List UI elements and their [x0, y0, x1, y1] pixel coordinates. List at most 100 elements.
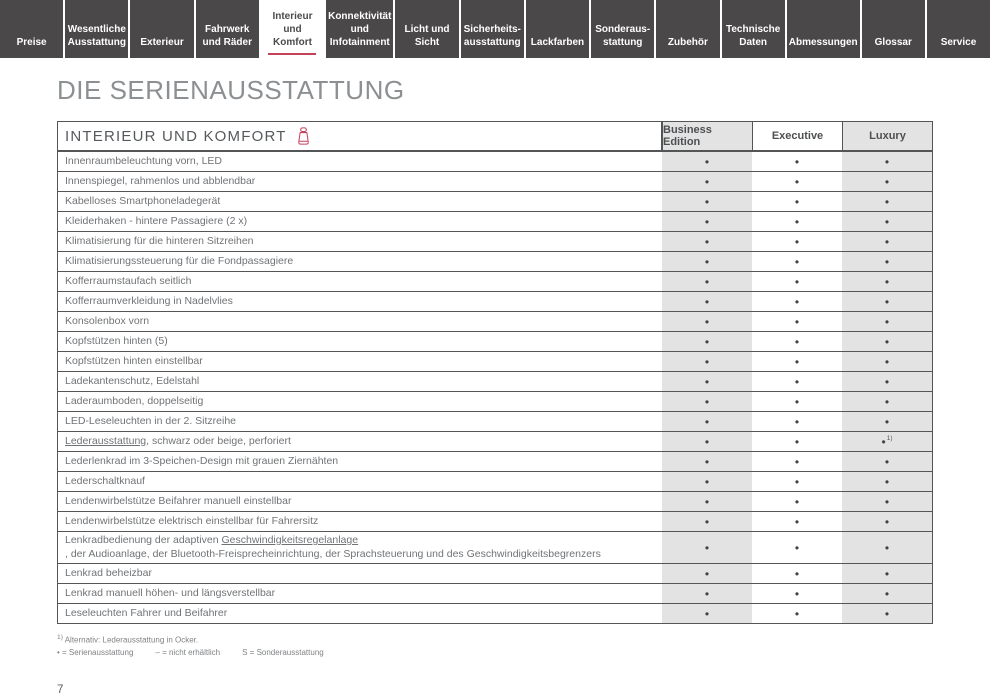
table-row: Kabelloses Smartphoneladegerät • • • — [58, 191, 932, 211]
availability-cell: • — [842, 512, 932, 531]
feature-text: LED-Leseleuchten in der 2. Sitzreihe — [65, 414, 237, 427]
tab-fahrwerk-und-räder[interactable]: Fahrwerk und Räder — [195, 0, 259, 58]
availability-mark: • — [794, 234, 800, 249]
feature-label: Kopfstützen hinten (5) — [58, 332, 662, 351]
feature-text: Innenspiegel, rahmenlos und abblendbar — [65, 174, 256, 187]
availability-cell: • — [842, 212, 932, 231]
availability-mark: • — [704, 334, 710, 349]
tab-service[interactable]: Service — [926, 0, 990, 58]
feature-label: Lendenwirbelstütze elektrisch einstellba… — [58, 512, 662, 531]
availability-mark: • — [884, 354, 890, 369]
feature-text: Lenkrad beheizbar — [65, 566, 152, 579]
availability-mark: • — [794, 606, 800, 621]
tab-zubehör[interactable]: Zubehör — [656, 0, 720, 58]
tab-label: Fahrwerk und Räder — [202, 24, 252, 48]
availability-mark: • — [794, 434, 800, 449]
availability-cell: • — [752, 584, 842, 603]
feature-text: Kleiderhaken - hintere Passagiere (2 x) — [65, 214, 248, 227]
feature-label: Lederschaltknauf — [58, 472, 662, 491]
tab-wesentliche-ausstattung[interactable]: Wesentliche Ausstattung — [65, 0, 129, 58]
feature-label: Lenkradbedienung der adaptiven Geschwind… — [58, 532, 662, 563]
availability-mark: • — [704, 454, 710, 469]
availability-cell: • — [662, 172, 752, 191]
availability-cell: • — [662, 192, 752, 211]
availability-cell: • — [662, 604, 752, 624]
feature-text: Konsolenbox vorn — [65, 314, 150, 327]
tab-exterieur[interactable]: Exterieur — [130, 0, 194, 58]
availability-mark: • — [884, 540, 890, 555]
availability-mark: • — [884, 274, 890, 289]
feature-label: LED-Leseleuchten in der 2. Sitzreihe — [58, 412, 662, 431]
availability-cell: • — [662, 352, 752, 371]
feature-label: Klimatisierung für die hinteren Sitzreih… — [58, 232, 662, 251]
availability-cell: • 1) — [842, 432, 932, 451]
availability-mark: • — [704, 234, 710, 249]
table-row: Kopfstützen hinten einstellbar • • • — [58, 351, 932, 371]
availability-cell: • — [662, 212, 752, 231]
tab-bar: Preise Wesentliche Ausstattung Exterieur Fa… — [0, 0, 990, 58]
page-content: DIE SERIENAUSSTATTUNG INTERIEUR UND KOMF… — [0, 75, 990, 696]
tab-technische-daten[interactable]: Technische Daten — [721, 0, 785, 58]
column-header-executive: Executive — [752, 122, 842, 150]
tab-label: Lackfarben — [530, 37, 585, 48]
table-row: Laderaumboden, doppelseitig • • • — [58, 391, 932, 411]
availability-cell: • — [752, 172, 842, 191]
legend-item: – = nicht erhältlich — [155, 648, 221, 658]
table-row: Lendenwirbelstütze Beifahrer manuell ein… — [58, 491, 932, 511]
feature-text: Laderaumboden, doppelseitig — [65, 394, 204, 407]
availability-cell: • — [662, 292, 752, 311]
availability-cell: • — [752, 452, 842, 471]
availability-cell: • — [752, 604, 842, 623]
tab-label: Abmessungen — [788, 37, 858, 48]
availability-cell: • — [752, 532, 842, 563]
availability-mark: • — [704, 274, 710, 289]
glossary-link[interactable]: Geschwindigkeitsregelanlage — [221, 534, 359, 546]
availability-cell: • — [842, 532, 932, 564]
tab-licht-und-sicht[interactable]: Licht und Sicht — [395, 0, 459, 58]
tab-label: Glossar — [874, 37, 912, 48]
tab-preise[interactable]: Preise — [0, 0, 64, 58]
table-row: Lederausstattung, schwarz oder beige, pe… — [58, 431, 932, 451]
availability-cell: • — [752, 312, 842, 331]
feature-label: Leseleuchten Fahrer und Beifahrer — [58, 604, 662, 623]
page-number: 7 — [57, 683, 64, 696]
availability-mark: • — [794, 494, 800, 509]
feature-text: Klimatisierung für die hinteren Sitzreih… — [65, 234, 254, 247]
tab-lackfarben[interactable]: Lackfarben — [525, 0, 590, 58]
availability-cell: • — [842, 372, 932, 391]
tab-label: Interieur und Komfort — [272, 11, 313, 48]
availability-mark: • — [794, 214, 800, 229]
tab-konnektivität-und-infotainment[interactable]: Konnektivität und Infotainment — [326, 0, 394, 58]
footnotes: 1) Alternativ: Lederausstattung in Ocker… — [57, 633, 933, 659]
availability-cell: • — [662, 252, 752, 271]
tab-sicherheits-ausstattung[interactable]: Sicherheits-ausstattung — [460, 0, 524, 58]
tab-glossar[interactable]: Glossar — [861, 0, 925, 58]
availability-mark: • — [704, 254, 710, 269]
availability-cell: • — [752, 412, 842, 431]
feature-label: Lenkrad beheizbar — [58, 564, 662, 583]
availability-mark: • — [794, 374, 800, 389]
availability-cell: • — [842, 584, 932, 604]
tab-abmessungen[interactable]: Abmessungen — [786, 0, 860, 58]
availability-cell: • — [842, 292, 932, 311]
feature-text: Lendenwirbelstütze elektrisch einstellba… — [65, 514, 319, 527]
availability-cell: • — [842, 152, 932, 171]
feature-label: Kabelloses Smartphoneladegerät — [58, 192, 662, 211]
availability-mark: • — [794, 454, 800, 469]
feature-text: Ladekantenschutz, Edelstahl — [65, 374, 200, 387]
column-header-luxury: Luxury — [842, 122, 932, 150]
tab-interieur-und-komfort[interactable]: Interieur und Komfort — [260, 0, 325, 58]
availability-cell: • — [842, 392, 932, 411]
availability-mark: • — [884, 374, 890, 389]
feature-text: , der Audioanlage, der Bluetooth-Freispr… — [65, 547, 601, 560]
feature-label: Innenspiegel, rahmenlos und abblendbar — [58, 172, 662, 191]
table-row: Innenraumbeleuchtung vorn, LED • • • — [58, 152, 932, 171]
availability-mark: • — [704, 194, 710, 209]
availability-mark: • — [794, 154, 800, 169]
availability-cell: • — [662, 492, 752, 511]
availability-cell: • — [842, 192, 932, 211]
glossary-link[interactable]: Lederausstattung — [65, 434, 147, 447]
tab-label: Konnektivität und Infotainment — [328, 11, 392, 48]
tab-sonderaus-stattung[interactable]: Sonderaus-stattung — [591, 0, 655, 58]
availability-mark: • — [794, 294, 800, 309]
